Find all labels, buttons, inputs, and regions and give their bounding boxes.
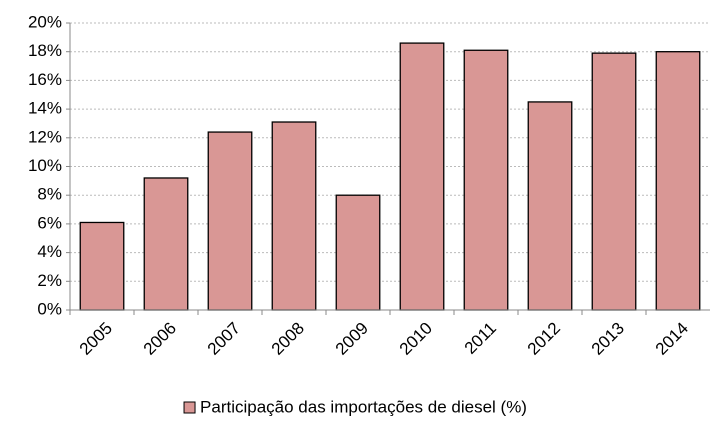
y-tick-label: 2%: [37, 271, 62, 290]
x-tick-label: 2011: [461, 319, 500, 358]
y-tick-label: 12%: [28, 127, 62, 146]
bar: [527, 101, 573, 311]
x-tick-label: 2010: [396, 319, 436, 359]
bar: [463, 49, 509, 311]
y-tick-label: 10%: [28, 156, 62, 175]
bar: [143, 177, 189, 311]
x-tick-label: 2006: [140, 319, 180, 359]
y-tick-label: 0%: [37, 299, 62, 318]
x-tick-label: 2013: [588, 319, 628, 359]
y-tick-label: 4%: [37, 242, 62, 261]
bar: [335, 194, 381, 311]
x-tick-label: 2014: [652, 319, 692, 359]
legend-swatch: [183, 401, 196, 414]
y-tick-label: 14%: [28, 99, 62, 118]
bar: [207, 131, 253, 311]
x-tick-label: 2008: [268, 319, 308, 359]
y-tick-label: 18%: [28, 41, 62, 60]
y-tick-label: 6%: [37, 213, 62, 232]
x-tick-label: 2005: [76, 319, 116, 359]
x-tick-label: 2007: [204, 319, 244, 359]
bar: [591, 52, 637, 311]
bar: [271, 121, 317, 311]
legend-label: Participação das importações de diesel (…: [200, 397, 527, 416]
x-tick-label: 2009: [332, 319, 372, 359]
bar: [79, 221, 125, 311]
bar: [399, 42, 445, 311]
x-tick-label: 2012: [524, 319, 564, 359]
y-tick-label: 20%: [28, 12, 62, 31]
y-tick-label: 16%: [28, 70, 62, 89]
y-tick-label: 8%: [37, 185, 62, 204]
bar: [655, 51, 701, 311]
